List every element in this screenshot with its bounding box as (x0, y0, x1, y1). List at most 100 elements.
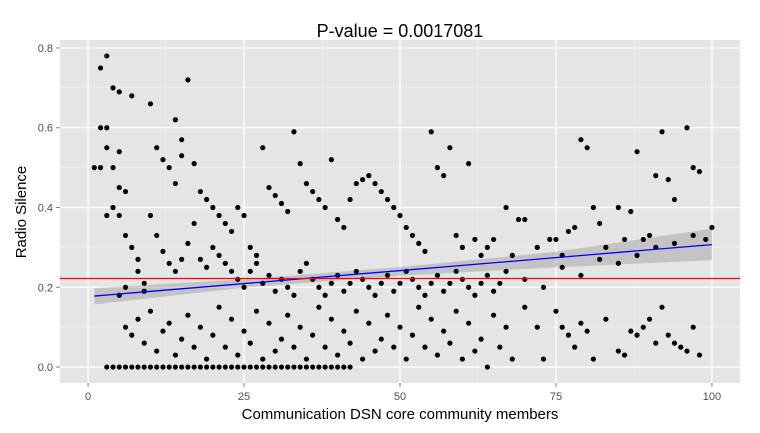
data-point (447, 340, 453, 346)
data-point (160, 157, 166, 163)
data-point (422, 292, 428, 298)
data-point (235, 352, 241, 358)
data-point (172, 364, 179, 370)
data-point (540, 356, 547, 362)
data-point (646, 232, 653, 239)
y-axis-label: Radio Silence (13, 166, 30, 259)
data-point (172, 117, 179, 123)
data-point (191, 364, 197, 370)
data-point (459, 244, 465, 250)
data-point (378, 336, 384, 342)
data-point (453, 308, 459, 314)
data-point (141, 364, 147, 370)
data-point (316, 196, 322, 203)
data-point (197, 324, 203, 330)
data-point (503, 268, 509, 274)
data-point (260, 356, 266, 362)
data-point (210, 332, 216, 338)
data-point (453, 232, 459, 239)
data-point (116, 184, 122, 191)
data-point (210, 364, 216, 370)
data-point (497, 344, 503, 350)
data-point (391, 344, 397, 350)
data-point (266, 364, 272, 370)
data-point (347, 196, 353, 203)
data-point (154, 145, 160, 151)
data-point (353, 308, 359, 314)
data-point (328, 316, 334, 322)
data-point (366, 320, 372, 326)
chart-title: P-value = 0.0017081 (317, 21, 484, 41)
data-point (565, 228, 572, 235)
data-point (228, 316, 235, 322)
data-point (522, 216, 528, 223)
data-point (659, 129, 665, 135)
data-point (110, 204, 116, 211)
data-point (228, 228, 235, 235)
data-point (509, 356, 515, 362)
data-point (210, 204, 216, 211)
x-tick-label: 50 (394, 391, 406, 403)
data-point (266, 184, 272, 191)
data-point (322, 344, 328, 350)
y-tick-label: 0.0 (38, 362, 53, 374)
data-point (253, 252, 260, 258)
data-point (634, 149, 640, 155)
data-point (91, 165, 97, 171)
data-point (484, 272, 490, 278)
y-tick-label: 0.6 (38, 123, 53, 135)
x-tick-label: 100 (703, 391, 721, 403)
data-point (228, 268, 235, 274)
data-point (590, 204, 596, 211)
data-point (634, 252, 640, 258)
data-point (434, 165, 441, 171)
data-point (341, 288, 347, 294)
data-point (615, 260, 621, 266)
data-point (328, 364, 334, 370)
data-point (472, 292, 478, 298)
data-point (260, 145, 266, 151)
points-layer (91, 53, 715, 370)
data-point (129, 364, 135, 370)
data-point (291, 129, 297, 135)
data-point (696, 169, 703, 175)
data-point (359, 356, 366, 362)
data-point (241, 364, 247, 370)
data-point (478, 252, 484, 258)
data-point (316, 304, 322, 310)
data-point (197, 256, 203, 262)
data-point (104, 53, 110, 59)
data-point (110, 165, 116, 171)
y-tick-label: 0.4 (38, 203, 53, 215)
data-point (266, 272, 272, 278)
data-point (278, 364, 285, 370)
data-point (409, 232, 416, 239)
data-point (472, 236, 478, 243)
data-point (154, 232, 160, 239)
data-point (603, 244, 609, 250)
data-point (416, 284, 422, 290)
data-point (122, 188, 129, 195)
data-point (310, 188, 316, 195)
data-point (671, 340, 678, 346)
data-point (247, 268, 253, 274)
data-point (210, 244, 216, 250)
data-point (147, 308, 154, 314)
data-point (690, 324, 696, 330)
data-point (303, 364, 310, 370)
data-point (147, 101, 154, 107)
data-point (353, 268, 359, 274)
data-point (160, 328, 166, 334)
data-point (428, 280, 434, 286)
data-point (540, 284, 547, 290)
data-point (671, 196, 678, 203)
data-point (241, 212, 247, 219)
data-point (116, 149, 122, 155)
data-point (272, 348, 278, 354)
data-point (484, 244, 490, 250)
data-point (166, 320, 172, 326)
data-point (291, 344, 297, 350)
data-point (653, 173, 659, 179)
data-point (241, 328, 247, 334)
data-point (690, 232, 696, 239)
